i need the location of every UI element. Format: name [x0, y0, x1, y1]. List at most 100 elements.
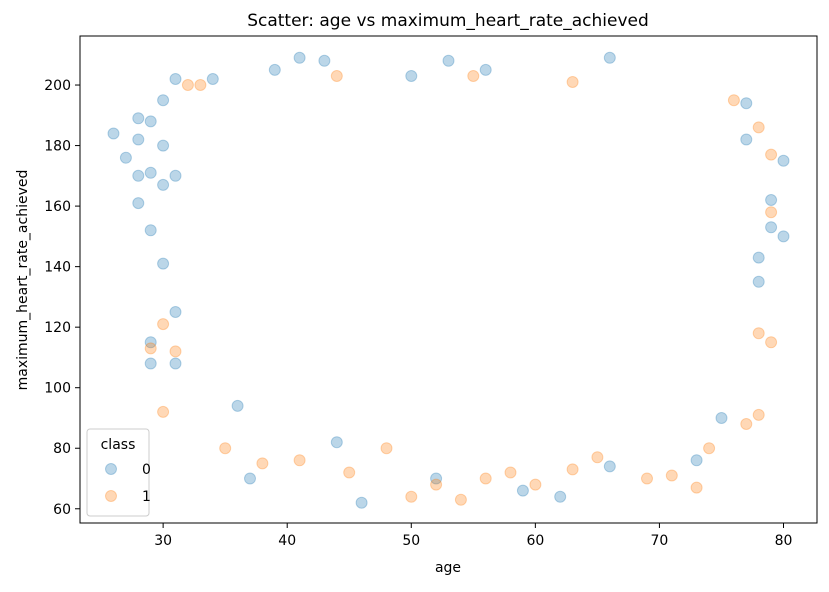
x-tick-label-70: 70: [651, 533, 669, 549]
scatter-point-class-1-19: [641, 472, 653, 485]
scatter-point-class-1-20: [665, 469, 678, 482]
scatter-point-class-0-27: [405, 70, 418, 82]
scatter-point-class-0-28: [430, 472, 443, 485]
scatter-point-class-1-26: [752, 121, 765, 134]
scatter-point-class-1-21: [690, 481, 703, 494]
scatter-point-class-0-19: [206, 73, 219, 85]
legend: class 0 1: [86, 428, 151, 517]
scatter-point-class-0-13: [157, 178, 170, 191]
scatter-point-class-1-15: [504, 466, 517, 479]
scatter-point-class-0-33: [603, 51, 616, 64]
legend-marker-0: [105, 463, 117, 475]
scatter-point-class-0-44: [740, 133, 753, 146]
scatter-point-class-0-15: [169, 73, 182, 85]
plot-frame: [79, 35, 818, 524]
scatter-point-class-1-33: [467, 70, 480, 82]
y-tick-label-80: 80: [53, 441, 71, 457]
scatter-point-class-0-7: [144, 166, 157, 179]
y-tick-label-60: 60: [53, 502, 71, 518]
scatter-point-class-0-3: [132, 133, 145, 146]
scatter-point-class-0-35: [690, 454, 703, 467]
scatter-point-class-0-32: [554, 490, 567, 503]
scatter-point-class-1-1: [157, 318, 170, 331]
scatter-point-class-1-12: [430, 478, 443, 491]
x-tick-label-40: 40: [278, 533, 296, 549]
scatter-point-class-1-2: [157, 405, 170, 418]
y-tick-label-140: 140: [44, 260, 71, 276]
scatter-point-class-0-2: [132, 112, 145, 125]
scatter-point-class-0-43: [752, 251, 765, 264]
scatter-point-class-0-0: [107, 127, 120, 140]
scatter-point-class-0-20: [231, 399, 244, 412]
scatter-point-class-0-21: [244, 472, 256, 485]
points-layer: [107, 51, 790, 509]
scatter-point-class-1-3: [169, 345, 182, 358]
scatter-point-class-0-42: [752, 275, 765, 288]
legend-title: class: [101, 437, 136, 453]
scatter-point-class-0-6: [144, 115, 157, 128]
legend-label-1: 1: [142, 489, 151, 505]
scatter-point-class-0-29: [442, 54, 455, 67]
y-tick-label-120: 120: [44, 320, 71, 336]
scatter-point-class-1-5: [194, 79, 207, 91]
scatter-point-class-1-7: [256, 457, 269, 470]
scatter-point-class-1-16: [529, 478, 542, 491]
scatter-point-class-1-30: [752, 327, 765, 340]
scatter-point-class-0-5: [132, 197, 145, 210]
scatter-point-class-1-24: [740, 418, 753, 430]
scatter-point-class-0-10: [144, 336, 157, 349]
scatter-point-class-0-23: [293, 51, 306, 64]
legend-box: [86, 428, 150, 517]
scatter-point-class-1-6: [219, 442, 232, 455]
scatter-point-class-0-30: [479, 63, 492, 76]
scatter-point-class-1-28: [765, 336, 778, 349]
scatter-point-class-0-36: [715, 412, 728, 424]
scatter-point-class-1-10: [380, 442, 393, 455]
scatter-point-class-0-24: [318, 54, 331, 67]
scatter-point-class-1-23: [727, 94, 740, 107]
scatter-point-class-0-37: [740, 97, 753, 110]
scatter-point-class-1-8: [293, 454, 306, 467]
scatter-point-class-0-31: [516, 484, 529, 497]
scatter-point-class-0-38: [765, 194, 778, 206]
scatter-point-class-0-39: [765, 221, 778, 234]
y-tick-label-100: 100: [44, 381, 71, 397]
scatter-point-class-0-14: [157, 257, 170, 270]
scatter-point-class-0-8: [144, 224, 157, 237]
scatter-point-class-0-41: [777, 230, 790, 243]
chart-title: Scatter: age vs maximum_heart_rate_achie…: [247, 11, 649, 31]
scatter-point-class-1-27: [765, 148, 778, 161]
scatter-point-class-0-18: [169, 306, 182, 318]
scatter-point-class-1-17: [566, 463, 579, 476]
x-tick-label-60: 60: [526, 533, 544, 549]
scatter-point-class-0-17: [169, 357, 182, 370]
legend-marker-1: [105, 490, 117, 502]
scatter-point-class-0-16: [169, 169, 182, 182]
legend-label-0: 0: [142, 462, 151, 478]
scatter-point-class-1-22: [703, 442, 716, 455]
y-axis-label: maximum_heart_rate_achieved: [15, 170, 31, 391]
scatter-point-class-0-26: [355, 496, 368, 509]
scatter-point-class-1-13: [454, 493, 467, 506]
scatter-point-class-1-4: [181, 79, 194, 91]
scatter-point-class-0-1: [119, 151, 132, 164]
scatter-point-class-1-31: [566, 76, 579, 88]
scatter-point-class-0-22: [268, 63, 281, 76]
x-tick-label-80: 80: [775, 533, 793, 549]
scatter-point-class-0-9: [144, 357, 157, 370]
scatter-point-class-1-18: [591, 451, 604, 464]
scatter-point-class-1-29: [765, 206, 778, 219]
x-tick-label-30: 30: [154, 533, 172, 549]
y-axis: 60 80 100 120 140 160 180 200: [44, 78, 80, 518]
y-tick-label-180: 180: [44, 139, 71, 155]
scatter-point-class-1-32: [330, 70, 343, 82]
y-tick-label-200: 200: [44, 78, 71, 94]
x-tick-label-50: 50: [402, 533, 420, 549]
scatter-point-class-0-12: [157, 139, 170, 152]
scatter-point-class-0-40: [777, 154, 790, 167]
scatter-point-class-1-14: [479, 472, 492, 485]
scatter-point-class-0-4: [132, 169, 145, 182]
scatter-point-class-1-11: [405, 490, 418, 503]
